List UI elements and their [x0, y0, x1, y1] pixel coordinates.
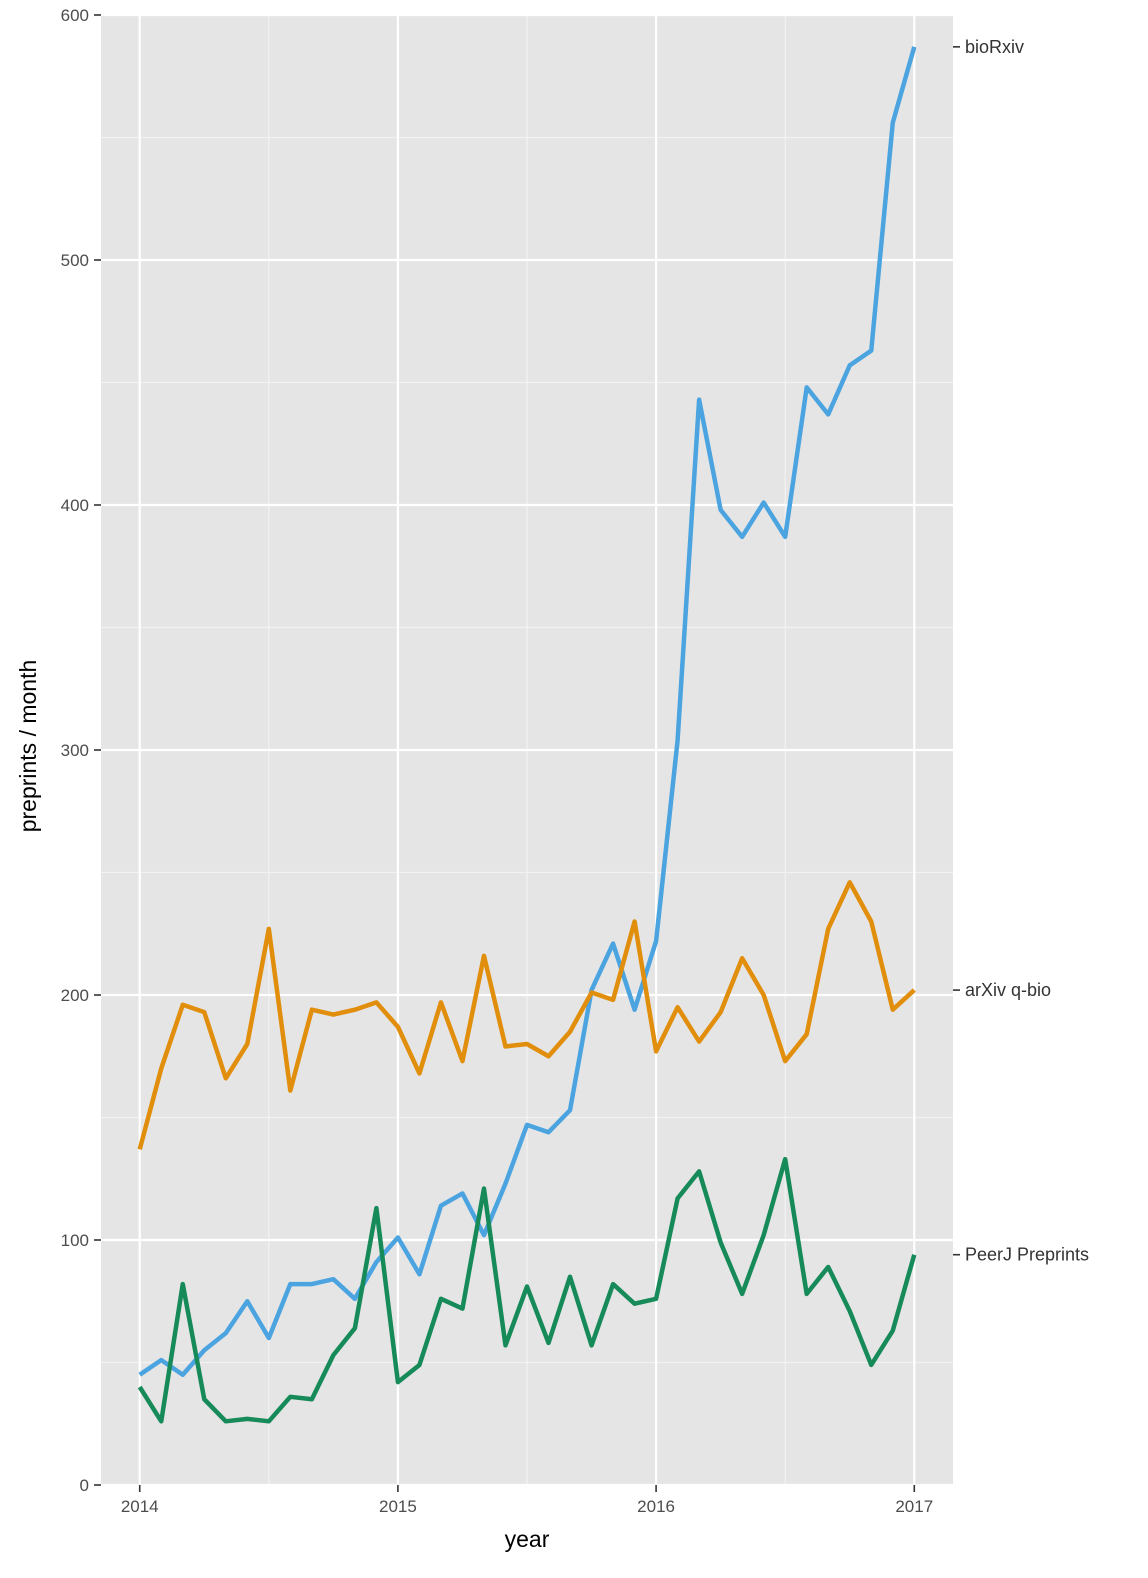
y-tick-label: 200 — [61, 986, 89, 1005]
series-label: arXiv q-bio — [965, 980, 1051, 1000]
x-tick-label: 2014 — [121, 1497, 159, 1516]
x-axis-title: year — [505, 1526, 550, 1552]
y-tick-label: 600 — [61, 6, 89, 25]
y-axis-title: preprints / month — [15, 660, 41, 833]
series-end-labels: bioRxiv arXiv q-bio PeerJ Preprints — [953, 37, 1089, 1265]
series-line-peerj-preprints — [137, 1156, 917, 1424]
x-tick-label: 2016 — [637, 1497, 675, 1516]
series-label: bioRxiv — [965, 37, 1024, 57]
x-tick-label: 2017 — [895, 1497, 933, 1516]
y-tick-label: 400 — [61, 496, 89, 515]
y-tick-label: 100 — [61, 1231, 89, 1250]
y-tick-label: 300 — [61, 741, 89, 760]
series-lines — [137, 46, 917, 1424]
y-tick-label: 500 — [61, 251, 89, 270]
series-line-biorxiv — [138, 46, 917, 1377]
x-tick-label: 2015 — [379, 1497, 417, 1516]
y-tick-label: 0 — [80, 1476, 89, 1495]
axes: 0 100 200 300 400 500 600 2014 2015 2016 2017 — [61, 6, 934, 1516]
major-gridlines — [101, 13, 953, 1487]
series-label: PeerJ Preprints — [965, 1245, 1089, 1265]
series-line-arxiv-q-bio — [137, 880, 916, 1150]
